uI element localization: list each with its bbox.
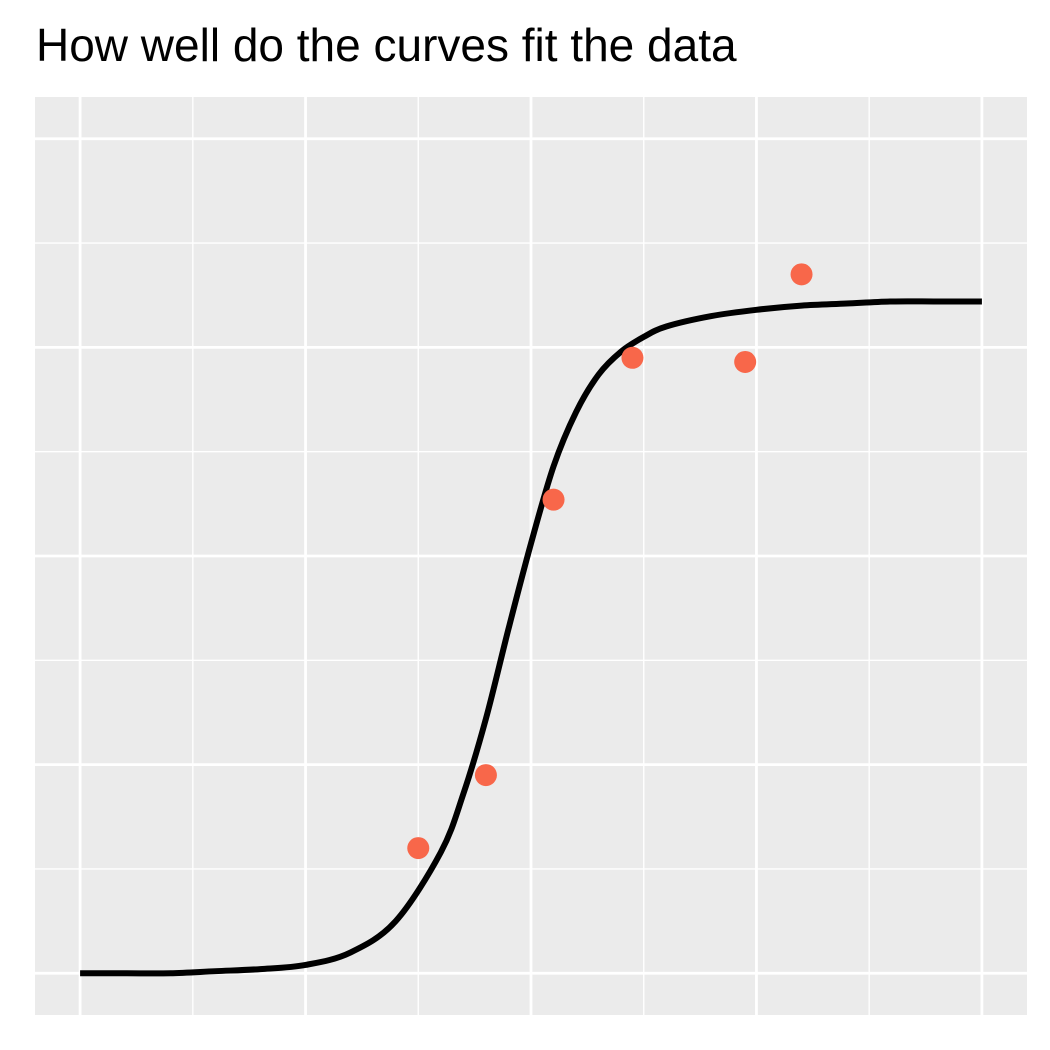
fitted-curve xyxy=(80,298,982,977)
chart-title: How well do the curves fit the data xyxy=(36,19,737,71)
data-points-layer xyxy=(407,263,813,860)
data-point xyxy=(790,263,813,286)
data-point xyxy=(407,837,430,860)
major-gridlines xyxy=(35,97,1027,1015)
data-point xyxy=(621,346,644,369)
data-point xyxy=(734,350,757,373)
fitted-curve-layer xyxy=(80,298,982,977)
data-point xyxy=(474,764,497,787)
data-point xyxy=(542,488,565,511)
